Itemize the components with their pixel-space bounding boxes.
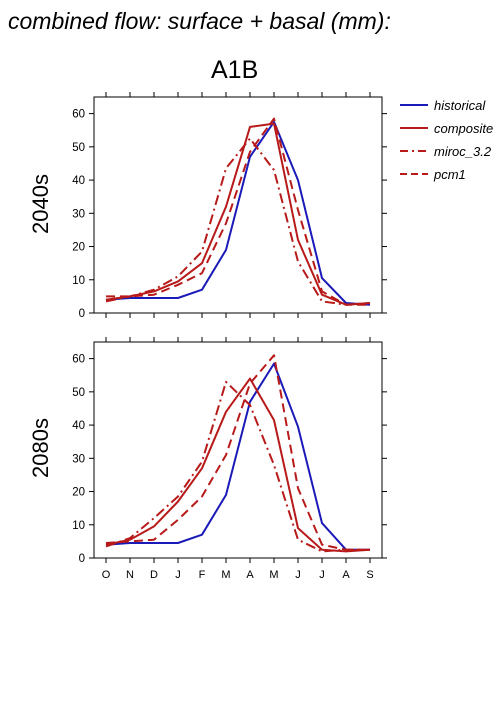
series-line-miroc-3-2 — [105, 137, 371, 306]
x-tick-label: J — [319, 569, 325, 581]
x-tick-label: A — [246, 569, 254, 581]
y-tick-label: 40 — [72, 175, 85, 187]
x-tick-label: S — [366, 569, 373, 581]
y-tick-label: 30 — [72, 208, 85, 220]
legend-label: composite — [434, 121, 493, 136]
x-tick-label: A — [342, 569, 350, 581]
x-tick-label: F — [199, 569, 206, 581]
x-tick-label: M — [269, 569, 278, 581]
y-tick-label: 10 — [72, 520, 85, 532]
x-tick-label: O — [102, 569, 111, 581]
series-line-miroc-3-2 — [105, 380, 370, 553]
y-tick-label: 50 — [72, 387, 85, 399]
y-tick-label: 40 — [72, 420, 85, 432]
x-tick-label: N — [126, 569, 134, 581]
x-tick-label: D — [150, 569, 158, 581]
series-line-composite — [105, 122, 371, 306]
y-tick-label: 50 — [72, 142, 85, 154]
y-tick-label: 0 — [79, 553, 85, 565]
scenario-label: A1B — [211, 56, 259, 84]
y-tick-label: 30 — [72, 453, 85, 465]
x-tick-label: M — [221, 569, 230, 581]
x-tick-label: J — [175, 569, 181, 581]
x-tick-label: J — [295, 569, 301, 581]
plot-frame — [93, 96, 383, 314]
series-line-pcm1 — [106, 117, 370, 306]
panel-2080s: 0 10 20 30 40 50 60 O N D J F M A M J J A S — [72, 337, 387, 581]
y-tick-label: 20 — [72, 242, 85, 254]
y-tick-label: 10 — [72, 275, 85, 287]
y-tick-label: 20 — [72, 487, 85, 499]
y-tick-label: 60 — [72, 354, 85, 366]
legend-label: miroc_3.2 — [434, 144, 492, 159]
y-tick-label: 60 — [72, 109, 85, 121]
legend: historical composite miroc_3.2 pcm1 — [400, 98, 493, 182]
series-line-historical — [105, 362, 370, 551]
series-line-historical — [105, 120, 371, 306]
panel-2040s: 0 10 20 30 40 50 60 — [72, 92, 387, 320]
y-tick-label: 0 — [79, 308, 85, 320]
page-title: combined flow: surface + basal (mm): — [8, 8, 391, 34]
series-line-pcm1 — [105, 354, 370, 551]
legend-label: pcm1 — [433, 167, 466, 182]
legend-label: historical — [434, 98, 486, 113]
series-line-composite — [105, 377, 371, 553]
plot-frame — [93, 341, 383, 559]
